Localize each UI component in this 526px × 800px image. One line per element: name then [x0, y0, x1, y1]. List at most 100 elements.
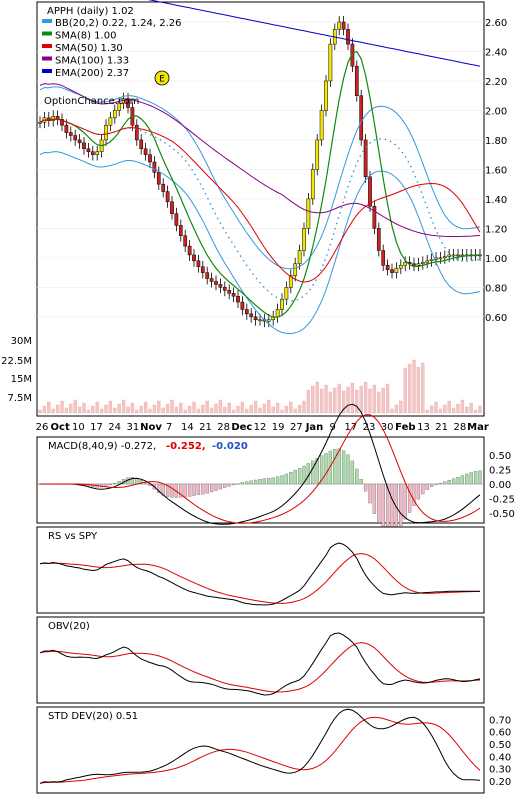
rs-average-line	[39, 553, 481, 604]
volume-bar	[253, 400, 258, 414]
macd-histogram-bar	[293, 470, 297, 485]
volume-bar	[51, 408, 55, 414]
sma50-line	[39, 118, 481, 283]
candle-body	[284, 287, 289, 300]
macd-histogram-bar	[403, 483, 407, 520]
volume-bar	[297, 404, 302, 414]
volume-bar	[60, 400, 64, 414]
legend-swatch	[42, 56, 52, 61]
macd-histogram-bar	[108, 483, 113, 486]
x-tick-label: 28	[453, 422, 466, 433]
candle-body	[288, 275, 293, 288]
price-y-axis: 2.60 2.40 2.20 2.00 1.80 1.60 1.40 1.20 1.00 0.80…	[485, 18, 507, 324]
volume-bar	[179, 402, 183, 414]
macd-histogram-bar	[245, 481, 249, 485]
macd-histogram-bar	[315, 458, 319, 485]
candle-body	[363, 139, 368, 178]
volume-bar	[157, 400, 161, 414]
volume-tick-label: 7.5M	[7, 393, 32, 404]
candle-body	[95, 151, 100, 155]
stddev-series	[39, 708, 481, 784]
obv-line	[39, 632, 481, 696]
candle-body	[306, 198, 311, 229]
volume-bar	[333, 387, 337, 414]
volume-bar	[337, 383, 341, 414]
macd-histogram-bar	[381, 483, 385, 530]
candle-body	[170, 201, 174, 214]
volume-bar	[231, 409, 236, 414]
stddev-average-line	[39, 716, 481, 784]
volume-bar	[47, 401, 51, 414]
x-tick-label: Oct	[51, 422, 70, 433]
obv-panel	[36, 616, 485, 704]
candle-body	[192, 254, 196, 262]
price-series	[38, 0, 482, 414]
stddev-panel	[36, 706, 485, 794]
rs-label: RS vs SPY	[48, 531, 98, 542]
macd-histogram-bar	[271, 477, 275, 485]
volume-bar	[372, 384, 377, 414]
bb-lower-line	[39, 151, 481, 335]
volume-bar	[135, 409, 139, 414]
price-tick-label: 1.60	[485, 165, 507, 176]
legend-swatch	[42, 69, 52, 73]
macd-histogram-bar	[297, 468, 302, 485]
volume-bar	[77, 406, 82, 414]
event-marker-label: E	[159, 75, 165, 85]
volume-bar	[209, 407, 214, 414]
candle-body	[227, 290, 232, 294]
candle-body	[398, 264, 403, 269]
stddev-tick-label: 0.50	[489, 740, 511, 751]
candle-body	[302, 228, 306, 251]
macd-histogram-bar	[249, 480, 253, 485]
x-tick-label: Nov	[140, 422, 162, 433]
candle-body	[297, 250, 302, 265]
candle-body	[200, 266, 205, 273]
legend-swatch	[42, 19, 52, 23]
macd-histogram-bar	[227, 483, 231, 487]
volume-bar	[99, 408, 104, 414]
volume-bar	[346, 386, 350, 414]
x-tick-label: Dec	[231, 422, 252, 433]
volume-bar	[271, 406, 275, 414]
x-tick-label: 14	[181, 422, 194, 433]
price-tick-label: 1.00	[485, 254, 507, 265]
volume-bar	[355, 389, 359, 414]
macd-histogram-bar	[456, 477, 460, 485]
candle-body	[244, 309, 249, 315]
volume-bar	[161, 407, 165, 414]
volume-bar	[447, 400, 451, 414]
candle-body	[438, 257, 443, 260]
macd-histogram-bar	[350, 460, 355, 485]
volume-bar	[249, 404, 253, 414]
x-tick-label: 21	[435, 422, 448, 433]
volume-bar	[42, 405, 47, 414]
candle-body	[183, 235, 188, 247]
macd-histogram-bar	[412, 483, 416, 506]
macd-histogram-bar	[267, 478, 271, 485]
macd-histogram-bar	[425, 483, 429, 490]
macd-histogram-bar	[130, 477, 135, 485]
volume-bar	[121, 399, 126, 414]
volume-bar	[394, 404, 399, 414]
volume-bar	[82, 402, 86, 414]
macd-histogram-bar	[253, 479, 258, 485]
macd-histogram-bar	[192, 483, 196, 496]
volume-bar	[174, 406, 179, 414]
macd-tick-label: 0.50	[489, 451, 511, 462]
candle-body	[354, 65, 359, 96]
macd-histogram-bar	[196, 483, 201, 496]
macd-histogram-bar	[341, 450, 346, 485]
volume-bar	[293, 408, 297, 414]
price-tick-label: 2.40	[485, 47, 507, 58]
macd-histogram-bar	[478, 470, 482, 485]
macd-tick-label: -0.50	[489, 509, 515, 520]
macd-histogram-bar	[104, 483, 108, 487]
volume-bar	[205, 400, 209, 414]
stddev-tick-label: 0.70	[489, 715, 511, 726]
volume-bar	[91, 405, 95, 414]
macd-histogram-bar	[165, 483, 170, 497]
candle-body	[385, 264, 390, 270]
volume-bar	[192, 401, 196, 414]
price-panel	[36, 1, 485, 417]
